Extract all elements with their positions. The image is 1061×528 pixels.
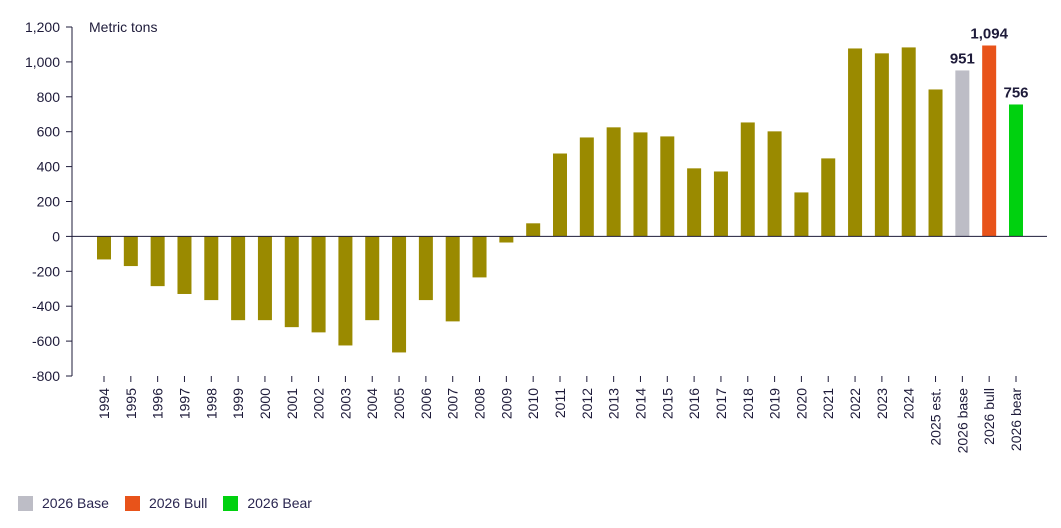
- data-label: 756: [1003, 84, 1028, 101]
- legend: 2026 Base 2026 Bull 2026 Bear: [18, 495, 312, 511]
- x-tick-label: 2023: [874, 388, 890, 419]
- x-tick-label: 2022: [847, 388, 863, 419]
- bar-2016: [687, 168, 702, 237]
- x-tick-label: 2026 base: [954, 388, 970, 454]
- x-tick-label: 1994: [96, 388, 112, 419]
- bar-2020: [794, 192, 809, 237]
- bar-2006: [418, 236, 433, 301]
- x-tick-label: 2014: [632, 388, 648, 419]
- y-tick-label: -800: [32, 368, 60, 384]
- legend-swatch-base: [18, 495, 33, 511]
- bar-2009: [499, 236, 514, 243]
- bar-2015: [660, 136, 675, 237]
- bar-2012: [579, 137, 594, 237]
- y-tick-label: 1,200: [25, 19, 60, 35]
- bar-2008: [472, 236, 487, 278]
- bar-1994: [97, 236, 111, 260]
- x-tick-label: 2003: [337, 388, 353, 419]
- x-tick-label: 2015: [659, 388, 675, 419]
- x-tick-label: 2021: [820, 388, 836, 419]
- x-tick-label: 2004: [364, 388, 380, 419]
- x-tick-label: 2005: [391, 388, 407, 419]
- bar-2013: [606, 127, 621, 237]
- x-tick-label: 2009: [498, 388, 514, 419]
- bar-1998: [204, 236, 219, 301]
- x-tick-label: 1999: [230, 388, 246, 419]
- bar-2023: [874, 53, 889, 237]
- bar-2005: [392, 236, 407, 353]
- bar-1996: [150, 236, 165, 287]
- x-tick-label: 2026 bull: [981, 388, 997, 445]
- y-axis-title: Metric tons: [89, 19, 157, 35]
- bar-2007: [445, 236, 460, 322]
- bar-2022: [848, 48, 863, 237]
- bar-2026-base: [955, 70, 970, 237]
- x-tick-label: 1998: [203, 388, 219, 419]
- x-tick-label: 2024: [901, 388, 917, 419]
- legend-swatch-bull: [124, 495, 140, 511]
- x-tick-label: 2026 bear: [1008, 388, 1024, 451]
- y-tick-label: 200: [37, 194, 61, 210]
- x-tick-label: 2017: [713, 388, 729, 419]
- x-tick-label: 2007: [445, 388, 461, 419]
- x-tick-label: 1996: [150, 388, 166, 419]
- x-tick-label: 2012: [579, 388, 595, 419]
- x-tick-label: 2025 est.: [928, 388, 944, 446]
- x-tick-label: 2002: [311, 388, 327, 419]
- bar-2026-bear: [1009, 104, 1023, 237]
- bar-1999: [231, 236, 246, 321]
- legend-item-bear: 2026 Bear: [223, 495, 312, 511]
- data-label: 951: [950, 50, 975, 67]
- x-tick-label: 2001: [284, 388, 300, 419]
- bar-2018: [740, 122, 755, 237]
- bar-2010: [526, 223, 541, 237]
- legend-label-bear: 2026 Bear: [247, 495, 312, 511]
- data-label: 1,094: [970, 25, 1008, 42]
- bar-2011: [553, 153, 567, 237]
- bar-chart: 1,2001,0008006004002000-200-400-600-800M…: [25, 19, 1047, 454]
- y-tick-label: -200: [32, 263, 60, 279]
- x-tick-label: 2018: [740, 388, 756, 419]
- bar-2002: [311, 236, 326, 333]
- bar-2025-est-: [928, 89, 943, 237]
- bar-2003: [338, 236, 353, 346]
- bar-2019: [767, 131, 782, 237]
- x-tick-label: 1997: [176, 388, 192, 419]
- x-tick-label: 2020: [793, 388, 809, 419]
- bar-2026-bull: [982, 45, 997, 237]
- legend-item-base: 2026 Base: [18, 495, 109, 511]
- y-tick-label: 0: [52, 228, 60, 244]
- x-tick-label: 2013: [606, 388, 622, 419]
- x-tick-label: 2010: [525, 388, 541, 419]
- bar-2000: [257, 236, 272, 321]
- legend-swatch-bear: [223, 495, 239, 511]
- bar-2014: [633, 132, 648, 237]
- bar-1995: [123, 236, 138, 267]
- x-tick-label: 2016: [686, 388, 702, 419]
- bar-2017: [713, 171, 728, 237]
- y-tick-label: 1,000: [25, 54, 60, 70]
- legend-label-bull: 2026 Bull: [148, 495, 208, 511]
- bar-2001: [284, 236, 299, 328]
- y-tick-label: 600: [37, 124, 61, 140]
- bar-2021: [821, 158, 836, 237]
- x-tick-label: 2000: [257, 388, 273, 419]
- x-tick-label: 2008: [472, 388, 488, 419]
- x-tick-label: 1995: [123, 388, 139, 419]
- legend-label-base: 2026 Base: [42, 495, 109, 511]
- x-tick-label: 2006: [418, 388, 434, 419]
- y-tick-label: 800: [37, 89, 61, 105]
- x-tick-label: 2011: [552, 388, 568, 418]
- bar-2004: [365, 236, 380, 321]
- y-tick-label: 400: [37, 159, 61, 175]
- legend-item-bull: 2026 Bull: [124, 495, 208, 511]
- x-tick-label: 2019: [767, 388, 783, 419]
- y-tick-label: -600: [32, 333, 60, 349]
- y-tick-label: -400: [32, 298, 60, 314]
- bar-2024: [901, 47, 916, 237]
- bar-1997: [177, 236, 192, 294]
